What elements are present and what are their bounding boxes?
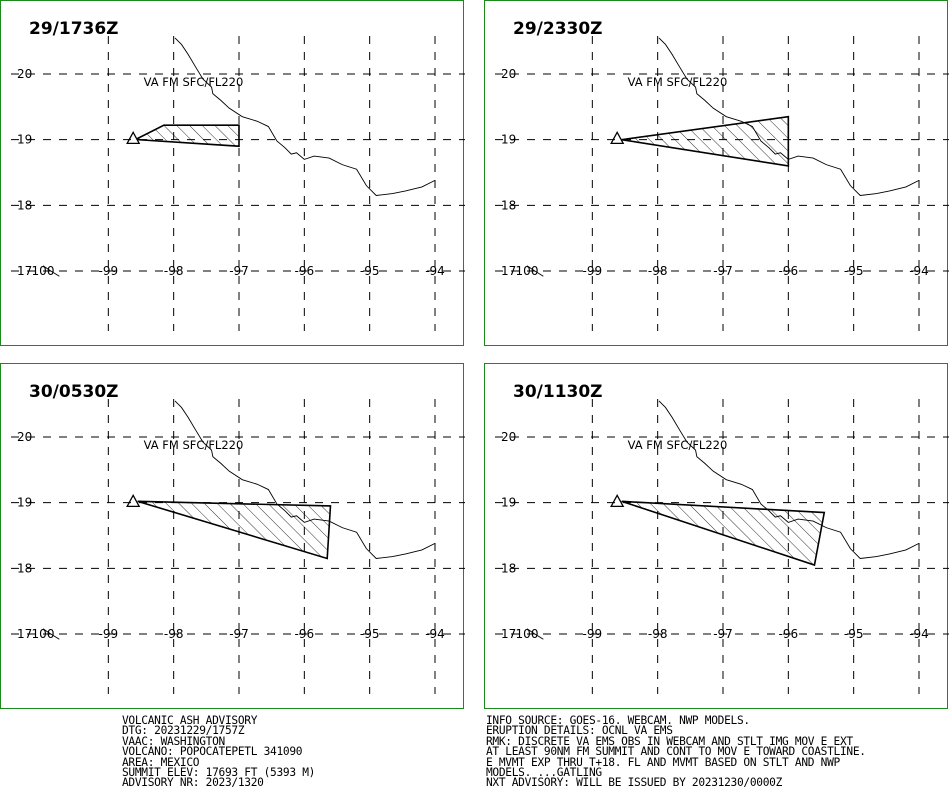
lat-tick-label: 17 [17, 264, 32, 278]
lat-tick-label: 20 [501, 430, 516, 444]
advisory-line: E MVMT EXP THRU T+18. FL AND MVMT BASED … [486, 755, 840, 769]
map-2: 20 19 18 17 100 -99 -98 -97 -96 -95 -94 VA FM SFC/F… [495, 36, 949, 331]
lat-tick-label: 17 [501, 264, 516, 278]
lon-tick-label: -99 [99, 627, 119, 641]
lon-tick-label: -98 [648, 627, 668, 641]
advisory-line: INFO SOURCE: GOES-16. WEBCAM. NWP MODELS… [486, 714, 750, 727]
coastline [526, 265, 544, 277]
lon-tick-label: -95 [844, 627, 864, 641]
advisory-line: DTG: 20231229/1757Z [122, 724, 245, 738]
lat-tick-label: 18 [501, 561, 516, 575]
lon-tick-label: -94 [909, 627, 929, 641]
volcano-icon [126, 130, 141, 145]
panel-time-label: 29/1736Z [29, 19, 119, 39]
lat-tick-label: 20 [17, 430, 32, 444]
coastline [42, 265, 60, 277]
advisory-line: ERUPTION DETAILS: OCNL VA EMS [486, 724, 673, 738]
lat-tick-label: 18 [17, 198, 32, 212]
ash-cloud-polygon [136, 124, 240, 148]
lat-tick-label: 19 [501, 496, 516, 510]
volcano-icon [610, 493, 625, 508]
lon-tick-label: -95 [360, 264, 380, 278]
advisory-line: AT LEAST 90NM FM SUMMIT AND CONT TO MOV … [486, 745, 866, 759]
forecast-panel-3: 20 19 18 17 100 -99 -98 -97 -96 -95 -94 VA FM SFC/F… [0, 363, 465, 709]
lon-tick-label: -98 [648, 264, 668, 278]
volcano-icon [610, 130, 625, 145]
lat-tick-label: 18 [17, 561, 32, 575]
ash-cloud-polygon [137, 500, 332, 560]
lat-tick-label: 19 [17, 133, 32, 147]
lat-tick-label: 19 [501, 133, 516, 147]
coastline [174, 37, 436, 196]
advisory-line: RMK: DISCRETE VA EMS OBS IN WEBCAM AND S… [486, 734, 853, 748]
lon-tick-label: -98 [164, 264, 184, 278]
lat-tick-label: 17 [501, 627, 516, 641]
lon-tick-label: -96 [779, 264, 799, 278]
lon-tick-label: -96 [779, 627, 799, 641]
lon-tick-label: -94 [425, 627, 445, 641]
lon-tick-label: -97 [229, 627, 249, 641]
advisory-line: AREA: MEXICO [122, 755, 200, 769]
forecast-panel-4: 20 19 18 17 100 -99 -98 -97 -96 -95 -94 VA FM SFC/F… [484, 363, 949, 709]
panel-time-label: 30/1130Z [513, 382, 603, 402]
lon-tick-label: -97 [229, 264, 249, 278]
ash-height-label: VA FM SFC/FL220 [144, 438, 244, 452]
advisory-left-text: VOLCANIC ASH ADVISORY DTG: 20231229/1757… [122, 714, 316, 790]
lat-tick-label: 20 [17, 67, 32, 81]
forecast-panel-1: 20 19 18 17 100 -99 -98 -97 -96 -95 -94 VA FM SFC/F… [0, 0, 465, 346]
lat-tick-label: 17 [17, 627, 32, 641]
advisory-line: NXT ADVISORY: WILL BE ISSUED BY 20231230… [486, 776, 783, 790]
ash-cloud-polygon [621, 115, 790, 167]
lon-tick-label: 100 [516, 264, 539, 278]
advisory-line: VAAC: WASHINGTON [122, 734, 225, 748]
lon-tick-label: -99 [583, 627, 603, 641]
volcano-icon [126, 493, 141, 508]
ash-height-label: VA FM SFC/FL220 [628, 75, 728, 89]
lon-tick-label: -94 [425, 264, 445, 278]
lon-tick-label: -96 [295, 264, 315, 278]
lon-tick-label: -98 [164, 627, 184, 641]
lat-tick-label: 18 [501, 198, 516, 212]
lon-tick-label: 100 [32, 264, 55, 278]
forecast-panel-2: 20 19 18 17 100 -99 -98 -97 -96 -95 -94 VA FM SFC/F… [484, 0, 949, 346]
lon-tick-label: -97 [713, 627, 733, 641]
map-3: 20 19 18 17 100 -99 -98 -97 -96 -95 -94 VA FM SFC/F… [11, 399, 465, 694]
advisory-line: VOLCANIC ASH ADVISORY [122, 714, 258, 727]
panel-time-label: 30/0530Z [29, 382, 119, 402]
lat-tick-label: 20 [501, 67, 516, 81]
advisory-line: SUMMIT ELEV: 17693 FT (5393 M) [122, 766, 316, 780]
lon-tick-label: -96 [295, 627, 315, 641]
coastline [42, 628, 60, 640]
panel-time-label: 29/2330Z [513, 19, 603, 39]
ash-height-label: VA FM SFC/FL220 [628, 438, 728, 452]
advisory-line: VOLCANO: POPOCATEPETL 341090 [122, 745, 303, 759]
advisory-line: MODELS. ...GATLING [486, 766, 602, 780]
advisory-line: ADVISORY NR: 2023/1320 [122, 776, 264, 790]
lon-tick-label: -94 [909, 264, 929, 278]
coastline [526, 628, 544, 640]
lon-tick-label: -99 [583, 264, 603, 278]
lat-tick-label: 19 [17, 496, 32, 510]
map-4: 20 19 18 17 100 -99 -98 -97 -96 -95 -94 VA FM SFC/F… [495, 399, 949, 694]
ash-height-label: VA FM SFC/FL220 [144, 75, 244, 89]
lon-tick-label: -99 [99, 264, 119, 278]
lon-tick-label: -95 [360, 627, 380, 641]
map-1: 20 19 18 17 100 -99 -98 -97 -96 -95 -94 VA FM SFC/F… [11, 36, 465, 331]
lon-tick-label: 100 [32, 627, 55, 641]
advisory-right-text: INFO SOURCE: GOES-16. WEBCAM. NWP MODELS… [486, 714, 866, 790]
lon-tick-label: 100 [516, 627, 539, 641]
ash-cloud-polygon [621, 500, 826, 567]
lon-tick-label: -97 [713, 264, 733, 278]
lon-tick-label: -95 [844, 264, 864, 278]
